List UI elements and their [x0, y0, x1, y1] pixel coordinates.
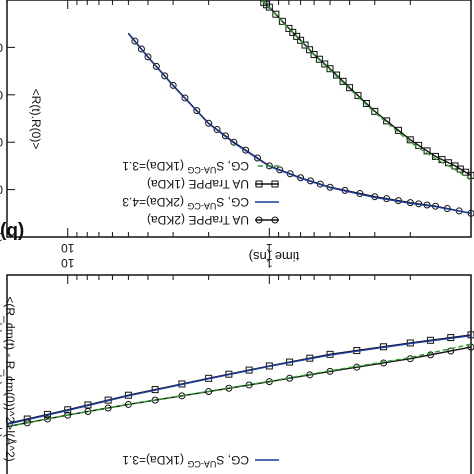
series-line-3: [260, 0, 472, 181]
data-point-square: [310, 51, 318, 59]
data-point-square: [306, 46, 314, 54]
data-point-circle: [221, 132, 229, 140]
data-point-square: [315, 55, 323, 63]
legend-label: CG, SUA-CG (1KDa)=3.1: [122, 159, 249, 175]
data-point-square: [260, 0, 268, 6]
data-point-circle: [131, 37, 139, 45]
data-point-circle: [353, 363, 361, 371]
chart-panel-msd: 1 10 10 100 1000 <(R_cm(t) - R_cm(0))^2> (Å^…: [0, 256, 474, 474]
legend-msd: CG, SUA-CG (1KDa)=3.1: [122, 453, 279, 469]
chart-panel-correlation: 1 10 0.2 0.4 0.6 0.8 1 time (ns) <R(t).R(0)> (…: [0, 0, 474, 264]
x-axis-label-correlation: time (ns): [249, 249, 300, 264]
series-line-1: [6, 334, 472, 425]
legend-correlation: UA TraPPE (2KDa) CG, SUA-CG (2KDa)=4.3 UA …: [122, 159, 279, 227]
data-point-circle: [427, 351, 435, 359]
data-point-circle: [213, 126, 221, 134]
data-point-square: [301, 41, 309, 49]
y-tick-label: 0.8: [0, 183, 3, 197]
legend-label: CG, SUA-CG (1KDa)=3.1: [122, 453, 249, 469]
chart-marks-correlation: 1 10 0.2 0.4 0.6 0.8 1: [0, 0, 474, 255]
data-point-square: [278, 17, 286, 25]
y-tick-label: 0.4: [0, 88, 3, 102]
series-line-2: [260, 0, 472, 176]
y-axis-label-msd: <(R_cm(t) - R_cm(0))^2> (Å^2): [3, 296, 18, 461]
data-point-circle: [205, 119, 213, 127]
data-point-square: [354, 92, 362, 100]
data-point-circle: [205, 388, 213, 396]
data-point-circle: [23, 419, 31, 427]
y-tick-label: 100: [0, 373, 3, 387]
data-point-square: [321, 60, 329, 68]
y-tick-label: 1: [0, 230, 3, 244]
data-point-circle: [137, 45, 145, 53]
y-tick-label: 0.6: [0, 135, 3, 149]
data-point-square: [339, 77, 347, 85]
data-point-circle: [242, 146, 250, 154]
data-point-square: [383, 117, 391, 125]
panel-label: (b): [0, 221, 24, 242]
legend-label: CG, SUA-CG (2KDa)=4.3: [122, 195, 249, 211]
legend-marker-square: [255, 180, 263, 188]
data-point-square: [326, 65, 334, 73]
data-point-square: [362, 99, 370, 107]
plot-frame-correlation: [6, 0, 472, 238]
chart-marks-msd: 1 10 10 100 1000: [0, 256, 474, 439]
series-line-3: [6, 343, 472, 428]
data-point-square: [293, 32, 301, 40]
data-point-circle: [306, 371, 314, 379]
data-point-circle: [193, 107, 201, 115]
data-point-circle: [254, 154, 262, 162]
plot-frame-msd: [6, 274, 472, 474]
data-point-circle: [230, 138, 238, 146]
y-axis-label-correlation: <R(t).R(0)>: [29, 89, 43, 150]
data-point-square: [297, 36, 305, 44]
data-point-circle: [161, 72, 169, 80]
data-point-square: [285, 24, 293, 32]
legend-label: UA TraPPE (1KDa): [147, 177, 249, 191]
y-tick-label: 1000: [0, 425, 3, 439]
legend-marker-square: [271, 180, 279, 188]
series-line-0: [6, 334, 472, 425]
data-point-circle: [169, 81, 177, 89]
data-point-circle: [144, 53, 152, 61]
x-tick-label: 1: [266, 256, 273, 270]
legend-label: UA TraPPE (2KDa): [147, 213, 249, 227]
series-line-1: [127, 33, 472, 214]
y-tick-label: 10: [0, 320, 3, 334]
legend-marker-circle: [271, 216, 279, 224]
x-tick-label: 10: [61, 241, 75, 255]
data-point-square: [333, 71, 341, 79]
data-point-square: [467, 331, 474, 339]
data-point-square: [371, 107, 379, 115]
legend-marker-circle: [255, 216, 263, 224]
y-tick-label: 0.2: [0, 40, 3, 54]
data-point-square: [272, 10, 280, 18]
x-tick-label: 1: [266, 241, 273, 255]
x-tick-label: 10: [61, 256, 75, 270]
data-point-square: [289, 28, 297, 36]
data-point-circle: [152, 62, 160, 70]
data-point-square: [346, 84, 354, 92]
data-point-circle: [181, 94, 189, 102]
